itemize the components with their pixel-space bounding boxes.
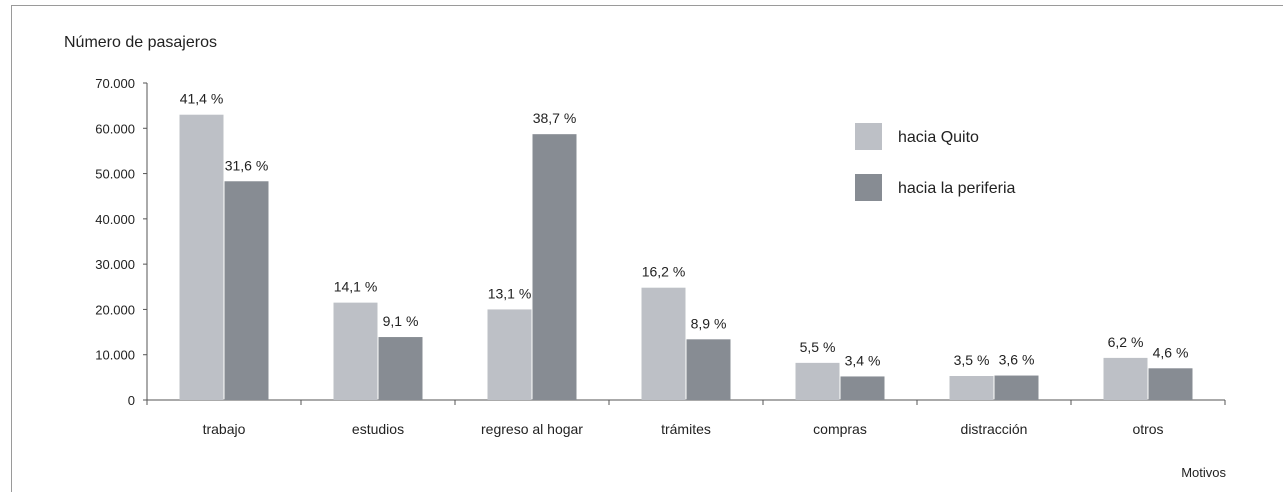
bar-hacia-la-periferia (224, 181, 269, 400)
x-tick-label: trabajo (203, 421, 246, 437)
bar-hacia-quito (949, 375, 994, 400)
y-tick-label: 40.000 (95, 212, 135, 227)
axes: 0 10.000 20.000 30.000 40.000 50.000 60.000 70.… (95, 76, 1226, 437)
bar-hacia-quito (487, 309, 532, 400)
data-label: 3,4 % (845, 352, 881, 368)
bar-hacia-la-periferia (686, 339, 731, 400)
data-label: 41,4 % (180, 91, 224, 107)
legend-swatch-hacia-quito (855, 123, 882, 150)
legend-swatch-hacia-la-periferia (855, 174, 882, 201)
bar-hacia-quito (179, 114, 224, 400)
x-tick-label: compras (813, 421, 867, 437)
data-label: 4,6 % (1153, 344, 1189, 360)
x-tick-label: otros (1132, 421, 1163, 437)
x-tick-label: trámites (661, 421, 711, 437)
y-tick-label: 0 (128, 393, 135, 408)
data-label: 5,5 % (800, 339, 836, 355)
data-label: 6,2 % (1108, 334, 1144, 350)
legend-label-hacia-la-periferia: hacia la periferia (898, 180, 1016, 197)
legend-label-hacia-quito: hacia Quito (898, 129, 979, 146)
bars-group: 41,4 % 31,6 % 14,1 % 9,1 % 13,1 % 38,7 % 16,2 … (179, 91, 1193, 400)
data-label: 16,2 % (642, 264, 686, 280)
bar-hacia-quito (1103, 357, 1148, 400)
legend: hacia Quito hacia la periferia (855, 123, 1016, 201)
bar-hacia-quito (641, 287, 686, 400)
data-label: 13,1 % (488, 285, 532, 301)
bar-hacia-la-periferia (532, 134, 577, 400)
x-tick-label: regreso al hogar (481, 421, 583, 437)
y-tick-label: 30.000 (95, 257, 135, 272)
y-axis-label: Número de pasajeros (64, 34, 217, 51)
bar-hacia-la-periferia (378, 337, 423, 400)
x-axis-label: Motivos (1181, 465, 1226, 480)
bar-hacia-la-periferia (1148, 368, 1193, 400)
y-tick-label: 10.000 (95, 348, 135, 363)
x-tick-label: distracción (961, 421, 1028, 437)
y-tick-label: 60.000 (95, 121, 135, 136)
y-tick-label: 50.000 (95, 167, 135, 182)
x-tick-label: estudios (352, 421, 404, 437)
y-tick-label: 20.000 (95, 302, 135, 317)
data-label: 8,9 % (691, 315, 727, 331)
data-label: 9,1 % (383, 313, 419, 329)
data-label: 31,6 % (225, 157, 269, 173)
data-label: 38,7 % (533, 110, 577, 126)
chart-frame (11, 5, 1283, 492)
bar-hacia-la-periferia (994, 375, 1039, 400)
bar-hacia-la-periferia (840, 376, 885, 400)
bar-hacia-quito (333, 302, 378, 400)
data-label: 3,5 % (954, 352, 990, 368)
data-label: 14,1 % (334, 279, 378, 295)
y-tick-label: 70.000 (95, 76, 135, 91)
bar-hacia-quito (795, 362, 840, 400)
data-label: 3,6 % (999, 352, 1035, 368)
